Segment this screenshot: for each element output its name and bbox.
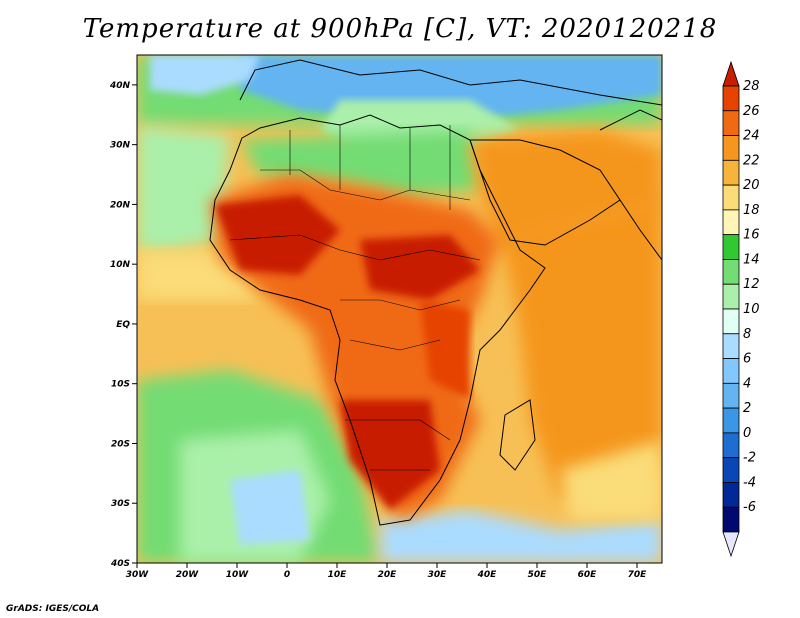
lon-label: 30W: [126, 570, 150, 580]
colorbar-swatch: [722, 333, 740, 359]
coastlines: [209, 59, 662, 526]
plot-frame: [136, 54, 663, 564]
lon-label: 10W: [226, 570, 250, 580]
south-atlantic-coldest: [230, 470, 310, 545]
colorbar-label: 28: [743, 79, 760, 94]
border-north-africa: [289, 125, 451, 210]
colorbar-swatch: [722, 110, 740, 136]
colorbar-swatch: [722, 358, 740, 384]
colorbar-swatch: [722, 506, 740, 533]
asia-coastline: [599, 109, 662, 131]
colorbar-label: 2: [743, 401, 751, 416]
lat-label: 10N: [110, 260, 131, 270]
colorbar-label: -2: [743, 451, 756, 466]
africa-coastline: [209, 114, 546, 526]
colorbar-swatch: [722, 482, 740, 508]
lat-label: 20N: [110, 200, 131, 210]
east-africa-hot: [420, 300, 470, 400]
colorbar-swatch: [722, 184, 740, 211]
lat-label: 30N: [110, 141, 131, 151]
colorbar-swatch: [722, 159, 740, 186]
colorbar-label: -4: [743, 475, 756, 490]
lon-label: 60E: [578, 570, 598, 580]
latitude-axis: 40N 30N 20N 10N EQ 10S 20S 30S 40S: [109, 81, 137, 569]
border-sahel-south: [229, 234, 481, 261]
lat-label: 10S: [111, 380, 130, 390]
colorbar-label: 20: [743, 178, 760, 193]
lat-label: EQ: [116, 320, 130, 330]
colorbar-label: 12: [743, 277, 760, 292]
border-southern-africa: [345, 419, 451, 471]
temperature-field: [137, 55, 662, 563]
country-borders: [229, 125, 481, 471]
colorbar-label: 24: [743, 129, 760, 144]
colorbar-swatch: [722, 85, 740, 112]
south-indian-mild: [560, 440, 662, 520]
colorbar-swatch: [722, 308, 740, 335]
southern-ocean-cold: [380, 510, 662, 563]
lon-label: 10E: [328, 570, 348, 580]
colorbar-swatch: [722, 234, 740, 260]
colorbar-top-triangle: [722, 60, 740, 87]
colorbar-label: -6: [743, 500, 756, 515]
colorbar-label: 6: [743, 352, 751, 367]
lon-label: 30E: [428, 570, 448, 580]
lon-label: 70E: [628, 570, 648, 580]
grads-credit: GrADS: IGES/COLA: [6, 604, 100, 614]
colorbar-swatch: [722, 283, 740, 310]
lat-label: 20S: [111, 439, 130, 449]
colorbar-label: 26: [743, 104, 760, 119]
lat-label: 30S: [111, 499, 130, 509]
colorbar-swatch: [722, 209, 740, 236]
map-title: Temperature at 900hPa [C], VT: 202012021…: [82, 14, 718, 44]
arabia-coastline: [469, 139, 621, 246]
lat-label: 40S: [110, 559, 130, 569]
colorbar-label: 16: [743, 228, 760, 243]
north-atlantic-cool: [137, 125, 230, 250]
colorbar-label: 4: [743, 376, 751, 391]
north-africa-cool: [240, 130, 480, 195]
colorbar-label: 18: [743, 203, 760, 218]
lon-label: 20W: [176, 570, 200, 580]
madagascar-coastline: [499, 399, 536, 471]
southern-africa-hottest: [340, 400, 440, 510]
colorbar-swatch: [722, 407, 740, 434]
lon-label: 20E: [378, 570, 398, 580]
central-africa-hottest: [360, 235, 480, 300]
lat-label: 40N: [109, 81, 131, 91]
west-africa-hottest: [215, 195, 340, 275]
border-sahel-north: [260, 169, 471, 201]
border-central-africa: [340, 299, 461, 351]
colorbar-swatch: [722, 259, 740, 285]
colorbar-label: 8: [743, 327, 751, 342]
colorbar-label: 22: [743, 153, 760, 168]
colorbar-bottom-triangle: [722, 531, 740, 558]
lon-label: 50E: [528, 570, 548, 580]
lon-label: 0: [284, 570, 290, 580]
atlantic-north-cold: [150, 55, 260, 95]
india-coastline: [619, 199, 662, 261]
colorbar-label: 10: [743, 302, 760, 317]
europe-coastline: [239, 59, 662, 106]
colorbar-label: 0: [743, 426, 751, 441]
colorbar-swatch: [722, 457, 740, 483]
colorbar-swatch: [722, 432, 740, 459]
lon-label: 40E: [477, 570, 498, 580]
colorbar-swatch: [722, 135, 740, 161]
longitude-axis: 30W 20W 10W 0 10E 20E 30E 40E 50E 60E 70E: [126, 563, 647, 580]
colorbar-swatch: [722, 382, 740, 409]
colorbar-label: 14: [743, 252, 760, 267]
arabia-warm: [470, 130, 662, 250]
